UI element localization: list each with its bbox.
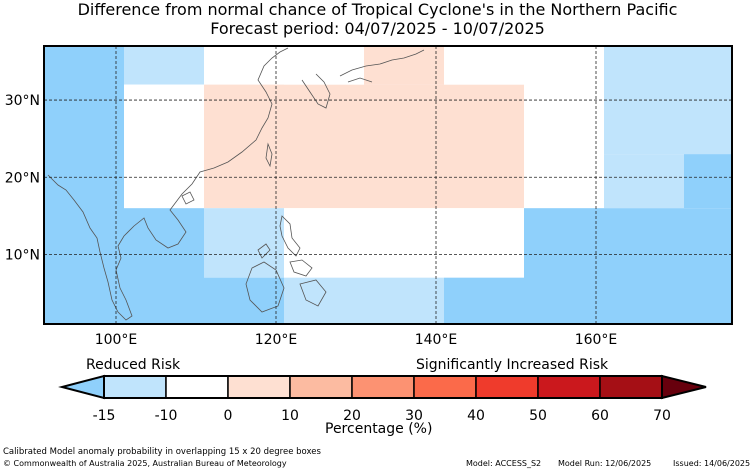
coastline-hainan (181, 191, 195, 205)
anomaly-cell-18 (604, 154, 684, 209)
coastline-korea (301, 73, 331, 109)
footer-model-run: Model Run: 12/06/2025 (558, 459, 652, 468)
lat-label: 10°N (5, 248, 40, 264)
footer-issued: Issued: 14/06/2025 (673, 459, 751, 468)
lon-label: 100°E (95, 332, 138, 348)
coastline-taiwan (265, 142, 273, 168)
colorbar-tick-label: -10 (155, 408, 178, 424)
coastline-mainland (47, 47, 289, 321)
lon-label: 160°E (575, 332, 618, 348)
map-frame (43, 45, 733, 325)
anomaly-cell-19 (684, 154, 732, 209)
colorbar-tick-label: 30 (405, 408, 423, 424)
anomaly-cell-17 (604, 46, 732, 155)
colorbar-segment (413, 375, 477, 399)
footer-note: Calibrated Model anomaly probability in … (3, 447, 321, 457)
coastline-borneo (245, 261, 285, 313)
colorbar-tick-label: 20 (343, 408, 361, 424)
colorbar-segment (537, 375, 601, 399)
graticule (44, 46, 732, 324)
lat-label: 20°N (5, 170, 40, 186)
colorbar-tick-label: 50 (529, 408, 547, 424)
anomaly-cell-2 (124, 46, 204, 85)
lon-label: 120°E (255, 332, 298, 348)
anomaly-cell-15 (524, 46, 604, 209)
lat-label: 30°N (5, 93, 40, 109)
anomaly-cell-12 (284, 208, 524, 278)
anomaly-cell-4 (124, 208, 204, 324)
colorbar-xlabel: Percentage (%) (325, 421, 433, 437)
anomaly-cell-3 (124, 84, 204, 209)
colorbar-tick-label: -15 (93, 408, 116, 424)
map-title: Difference from normal chance of Tropica… (77, 0, 678, 19)
anomaly-cell-8 (204, 277, 284, 324)
colorbar-segment (103, 375, 167, 399)
colorbar-segment (165, 375, 229, 399)
colorbar-min-extension (58, 374, 105, 400)
anomaly-cell-6 (204, 84, 524, 209)
coastlines (47, 47, 425, 321)
colorbar-max-extension (661, 374, 707, 400)
colorbar-segment (599, 375, 663, 399)
reduced-risk-label: Reduced Risk (86, 357, 181, 373)
footer-model: Model: ACCESS_S2 (466, 459, 542, 468)
colorbar-tick-label: 70 (653, 408, 671, 424)
coastline-mindanao (299, 279, 327, 307)
coastline-visayas (289, 259, 313, 277)
latitude-labels: 30°N 20°N 10°N (5, 93, 40, 263)
colorbar-tick-label: 60 (591, 408, 609, 424)
coastline-luzon (279, 215, 301, 257)
anomaly-cell-5 (204, 46, 284, 85)
colorbar: -15 -10 0 10 20 30 40 50 60 70 (58, 374, 707, 424)
increased-risk-label: Significantly Increased Risk (416, 357, 609, 373)
anomaly-cell-14 (444, 277, 524, 324)
colorbar-tick-label: 40 (467, 408, 485, 424)
colorbar-segment (289, 375, 353, 399)
longitude-labels: 100°E 120°E 140°E 160°E (95, 332, 618, 348)
lon-label: 140°E (415, 332, 458, 348)
forecast-period: Forecast period: 04/07/2025 - 10/07/2025 (210, 19, 545, 38)
anomaly-cell-10 (364, 46, 444, 85)
anomaly-cell-11 (444, 46, 524, 85)
colorbar-tick-label: 10 (281, 408, 299, 424)
coastline-japan (339, 49, 425, 83)
anomaly-cell-1 (44, 46, 124, 209)
coastline-palawan (257, 243, 271, 259)
anomaly-cell-20 (604, 208, 732, 324)
colorbar-segment (351, 375, 415, 399)
anomaly-cell-9 (284, 46, 364, 85)
anomaly-cell-16 (524, 208, 604, 324)
footer-copyright: © Commonwealth of Australia 2025, Austra… (3, 459, 287, 468)
colorbar-segment (475, 375, 539, 399)
anomaly-cells (44, 46, 732, 324)
colorbar-tick-label: 0 (224, 408, 233, 424)
colorbar-outline (103, 375, 663, 399)
colorbar-segment (227, 375, 291, 399)
anomaly-cell-13 (284, 277, 444, 324)
